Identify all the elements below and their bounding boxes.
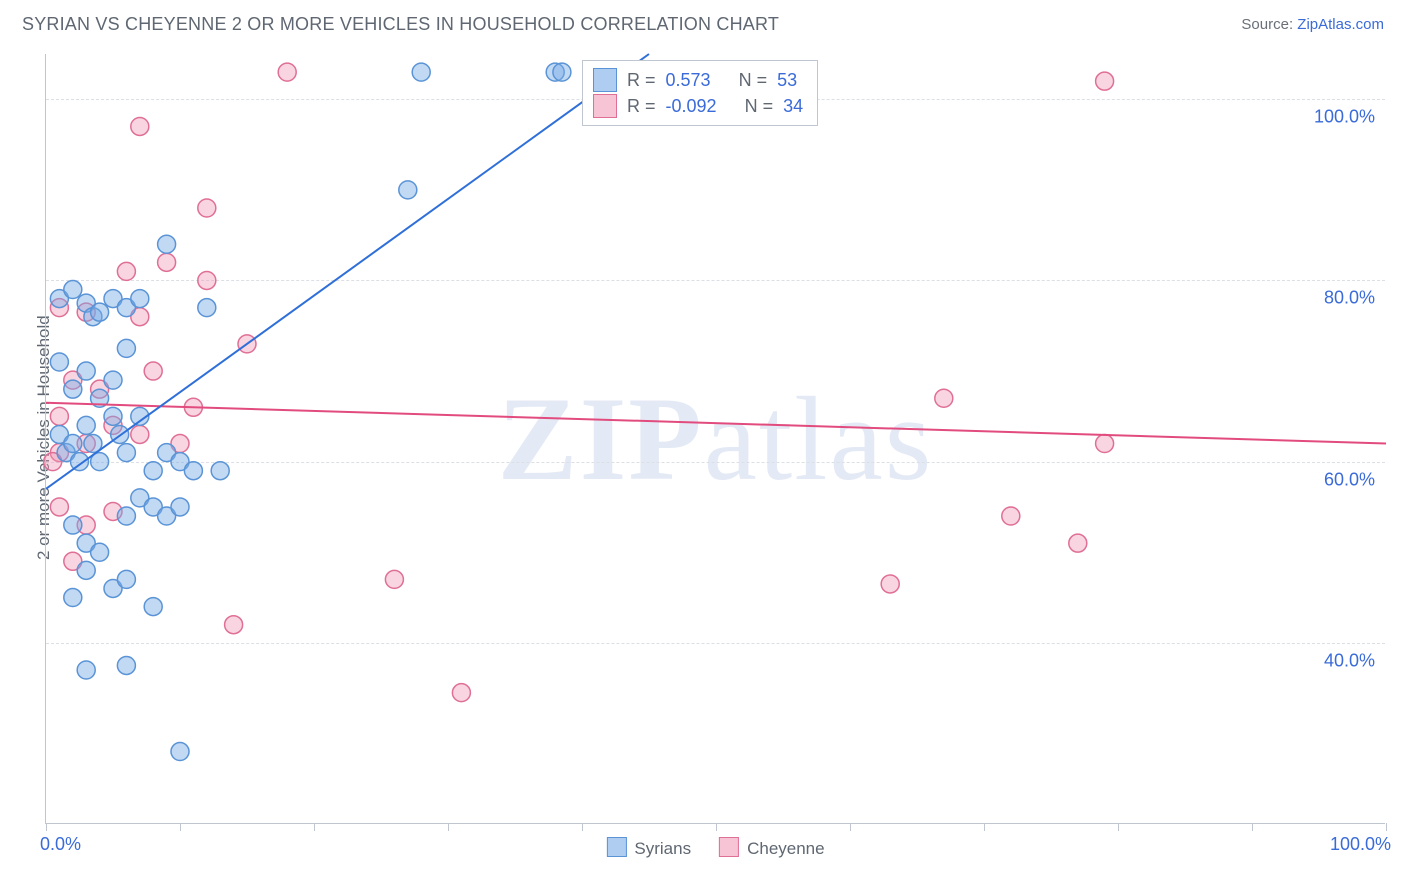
syrians-point [117, 444, 135, 462]
syrians-point [64, 380, 82, 398]
syrians-point [171, 498, 189, 516]
syrians-point [71, 453, 89, 471]
x-tick [1252, 823, 1253, 831]
chart-container: ZIPatlas R = 0.573N = 53R = -0.092N = 34… [45, 54, 1385, 824]
cheyenne-point [881, 575, 899, 593]
syrians-point [117, 507, 135, 525]
x-tick [582, 823, 583, 831]
legend-item-syrians: Syrians [606, 837, 691, 859]
cheyenne-point [278, 63, 296, 81]
series-legend: Syrians Cheyenne [606, 837, 824, 859]
legend-r-label: R = [627, 67, 656, 93]
legend-n-label: N = [739, 67, 768, 93]
plot-area: ZIPatlas R = 0.573N = 53R = -0.092N = 34… [45, 54, 1385, 824]
x-tick [850, 823, 851, 831]
x-tick [1386, 823, 1387, 831]
cheyenne-point [198, 271, 216, 289]
syrians-point [553, 63, 571, 81]
x-axis-max-label: 100.0% [1330, 834, 1391, 855]
syrians-point [77, 561, 95, 579]
cheyenne-point [452, 684, 470, 702]
y-tick-label: 40.0% [1324, 650, 1375, 671]
x-tick [1118, 823, 1119, 831]
cheyenne-point [935, 389, 953, 407]
x-tick [46, 823, 47, 831]
cheyenne-point [50, 407, 68, 425]
cheyenne-point [50, 498, 68, 516]
cheyenne-point [1069, 534, 1087, 552]
syrians-point [144, 598, 162, 616]
legend-r-label: R = [627, 93, 656, 119]
legend-n-label: N = [745, 93, 774, 119]
legend-row-syrians: R = 0.573 N = 53 [593, 67, 803, 93]
x-tick [180, 823, 181, 831]
syrians-point [399, 181, 417, 199]
chart-title: SYRIAN VS CHEYENNE 2 OR MORE VEHICLES IN… [22, 14, 779, 35]
cheyenne-point [225, 616, 243, 634]
syrians-point [131, 290, 149, 308]
legend-r-value: 0.573 [666, 67, 711, 93]
cheyenne-point [1096, 72, 1114, 90]
syrians-point [77, 661, 95, 679]
source-attribution: Source: ZipAtlas.com [1241, 16, 1384, 33]
x-axis-min-label: 0.0% [40, 834, 81, 855]
legend-swatch-cheyenne [593, 94, 617, 118]
x-tick [314, 823, 315, 831]
syrians-point [117, 339, 135, 357]
syrians-point [171, 743, 189, 761]
syrians-point [198, 299, 216, 317]
legend-swatch-cheyenne [719, 837, 739, 857]
legend-swatch-syrians [593, 68, 617, 92]
syrians-point [64, 516, 82, 534]
source-link[interactable]: ZipAtlas.com [1297, 16, 1384, 33]
correlation-legend: R = 0.573 N = 53 R = -0.092 N = 34 [582, 60, 818, 126]
x-tick [716, 823, 717, 831]
source-prefix: Source: [1241, 16, 1297, 33]
legend-label: Syrians [634, 839, 691, 858]
y-tick-label: 60.0% [1324, 469, 1375, 490]
cheyenne-trendline [46, 403, 1386, 444]
syrians-point [184, 462, 202, 480]
legend-n-value: 34 [783, 93, 803, 119]
cheyenne-point [158, 253, 176, 271]
y-tick-label: 100.0% [1314, 107, 1375, 128]
legend-row-cheyenne: R = -0.092 N = 34 [593, 93, 803, 119]
syrians-point [412, 63, 430, 81]
cheyenne-point [385, 570, 403, 588]
scatter-svg [46, 54, 1386, 824]
y-tick-label: 80.0% [1324, 288, 1375, 309]
legend-r-value: -0.092 [666, 93, 717, 119]
cheyenne-point [198, 199, 216, 217]
syrians-point [91, 543, 109, 561]
legend-n-value: 53 [777, 67, 797, 93]
cheyenne-point [1096, 435, 1114, 453]
syrians-point [77, 362, 95, 380]
syrians-point [50, 353, 68, 371]
x-tick [448, 823, 449, 831]
syrians-point [104, 371, 122, 389]
syrians-point [64, 589, 82, 607]
syrians-point [64, 435, 82, 453]
syrians-point [117, 570, 135, 588]
legend-item-cheyenne: Cheyenne [719, 837, 825, 859]
legend-label: Cheyenne [747, 839, 825, 858]
syrians-point [158, 235, 176, 253]
cheyenne-point [1002, 507, 1020, 525]
syrians-point [117, 656, 135, 674]
syrians-point [77, 416, 95, 434]
cheyenne-point [131, 117, 149, 135]
x-tick [984, 823, 985, 831]
cheyenne-point [117, 262, 135, 280]
syrians-point [144, 462, 162, 480]
legend-swatch-syrians [606, 837, 626, 857]
cheyenne-point [131, 425, 149, 443]
syrians-point [211, 462, 229, 480]
cheyenne-point [144, 362, 162, 380]
syrians-point [91, 303, 109, 321]
syrians-point [104, 407, 122, 425]
syrians-point [64, 281, 82, 299]
